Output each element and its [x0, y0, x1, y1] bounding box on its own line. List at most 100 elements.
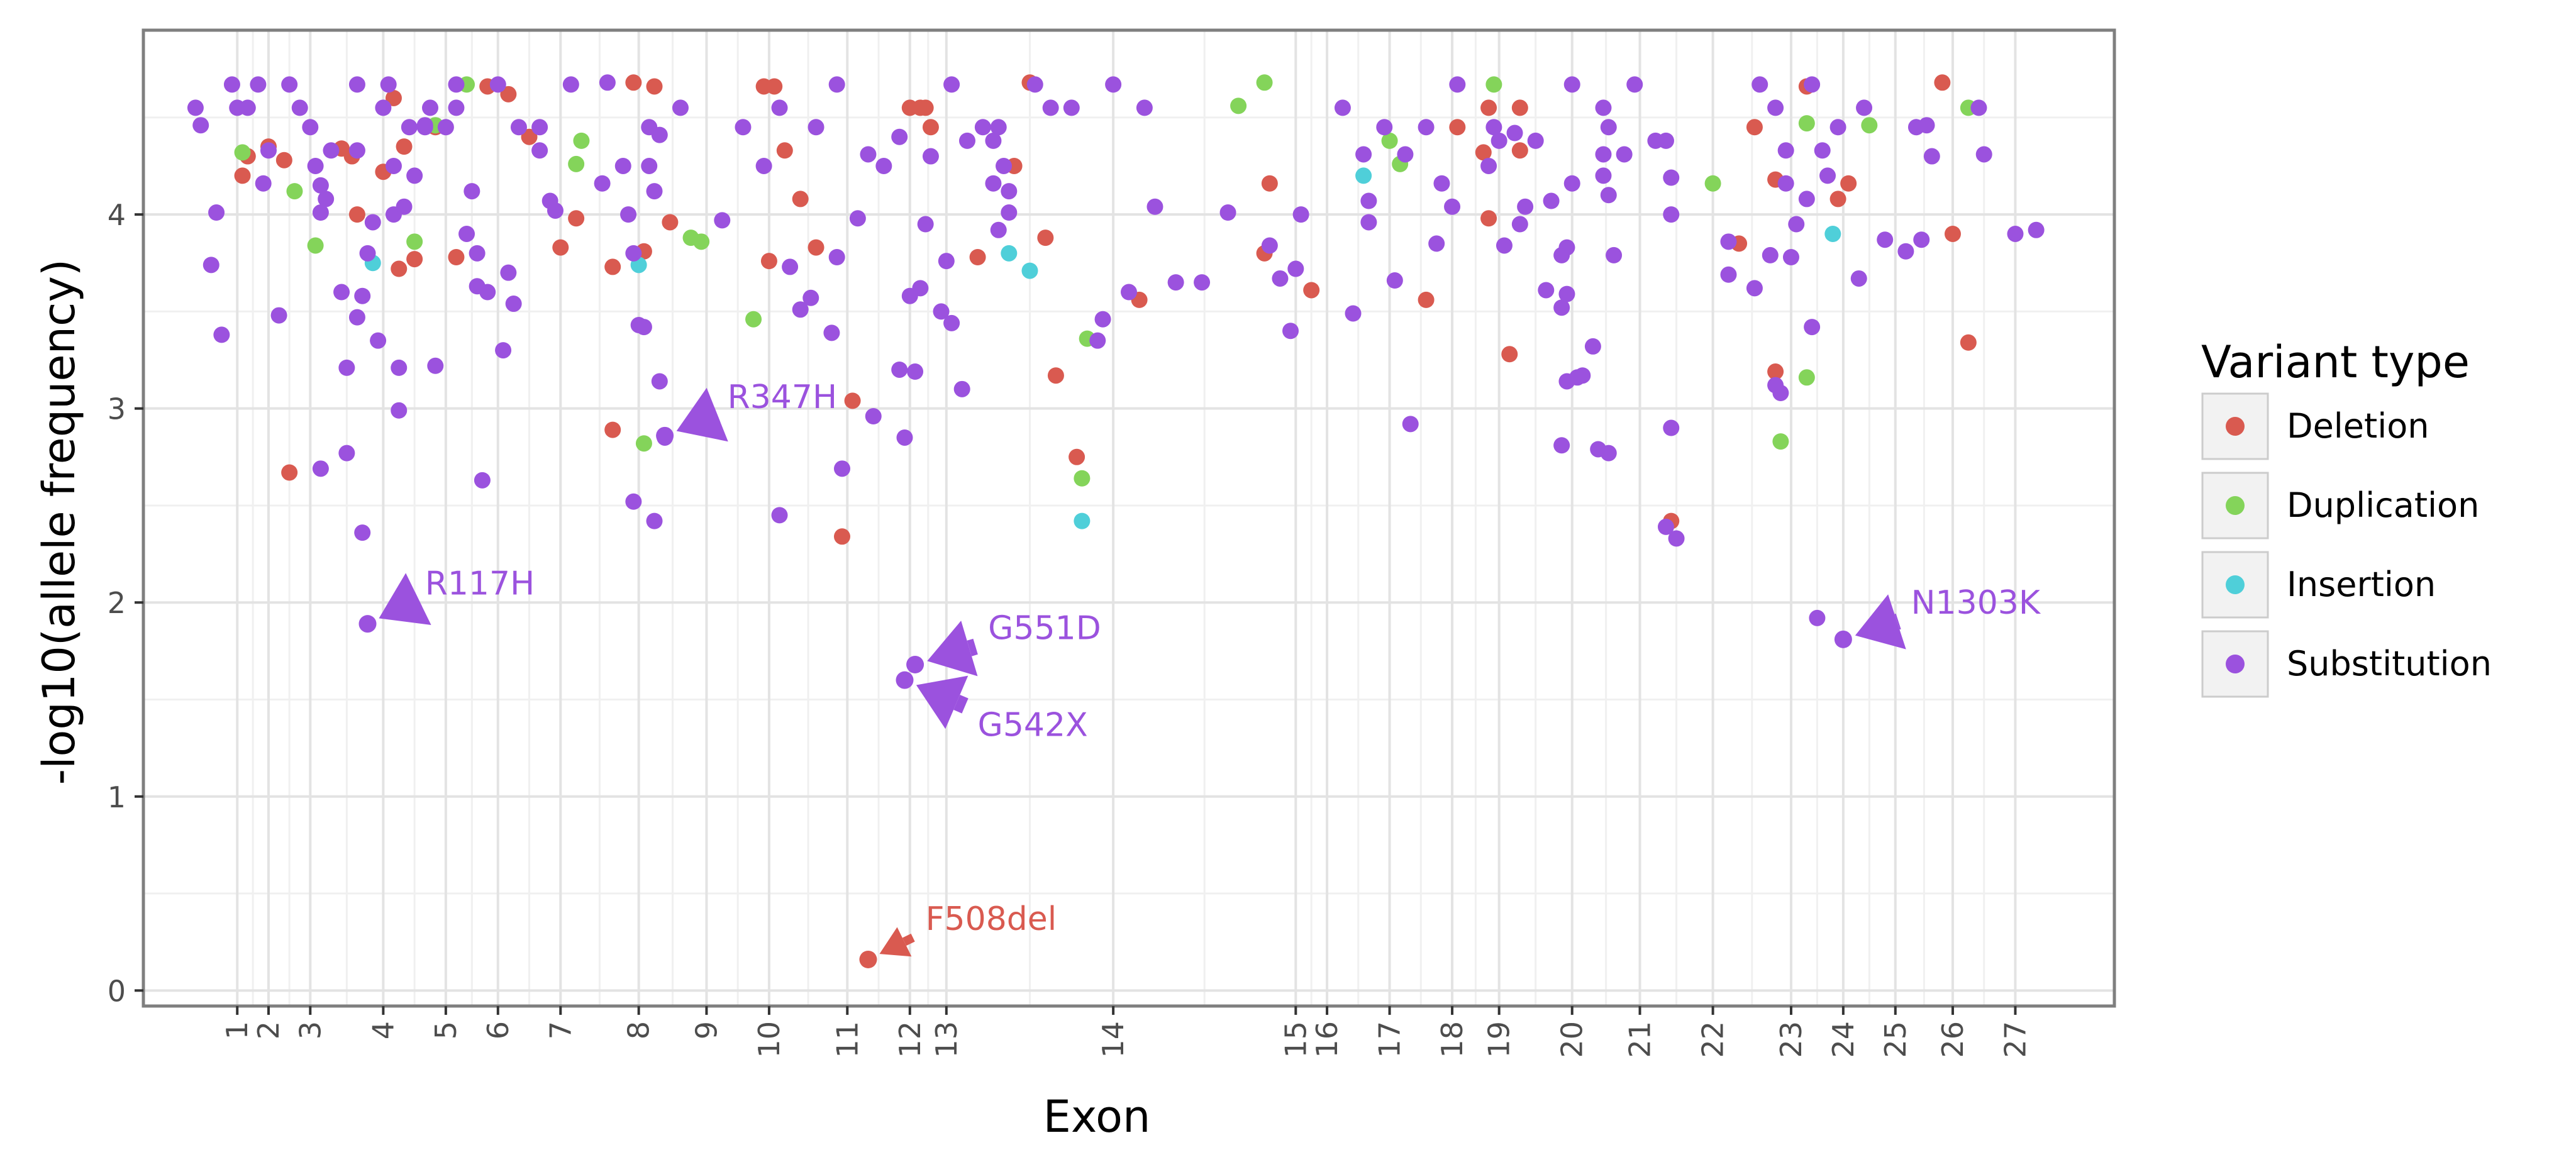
legend: Variant type Deletion Duplication Insertio… — [2201, 336, 2492, 698]
data-point-substitution — [808, 119, 824, 136]
data-point-insertion — [1355, 167, 1372, 184]
data-point-substitution — [990, 221, 1007, 238]
data-point-deletion — [385, 89, 402, 106]
data-point-substitution — [1360, 214, 1377, 231]
data-point-duplication — [1772, 433, 1789, 450]
data-point-substitution — [1292, 206, 1309, 223]
data-point-substitution — [1428, 235, 1445, 252]
data-point-substitution — [1657, 518, 1674, 535]
x-tick-label: 19 — [1482, 1021, 1516, 1058]
data-point-deletion — [1480, 210, 1497, 227]
data-point-substitution — [1663, 419, 1680, 436]
data-point-substitution — [792, 301, 809, 318]
data-point-substitution — [489, 76, 506, 93]
data-point-substitution — [1287, 260, 1304, 277]
data-point-substitution — [495, 342, 512, 359]
data-point-substitution — [891, 361, 908, 378]
data-point-substitution — [1558, 373, 1575, 390]
data-point-substitution — [1600, 187, 1617, 204]
data-point-deletion — [1261, 175, 1278, 192]
annotation-arrowhead — [879, 927, 912, 957]
data-point-substitution — [464, 183, 480, 200]
data-point-deletion — [1511, 99, 1528, 116]
data-point-substitution — [348, 309, 365, 326]
data-point-substitution — [1042, 99, 1059, 116]
annotation-arrow — [967, 638, 978, 656]
data-point-substitution — [1418, 119, 1435, 136]
data-point-deletion — [1840, 175, 1857, 192]
data-point-substitution — [672, 99, 689, 116]
data-point-substitution — [1063, 99, 1080, 116]
legend-label-deletion: Deletion — [2287, 406, 2429, 446]
data-point-substitution — [1970, 99, 1987, 116]
data-point-substitution — [1788, 216, 1805, 233]
data-point-substitution — [1856, 99, 1873, 116]
x-tick-label: 13 — [930, 1021, 963, 1058]
data-point-substitution — [437, 119, 454, 136]
data-point-deletion — [406, 251, 423, 268]
y-axis-title: -log10(allele frequency) — [33, 259, 85, 785]
data-point-substitution — [1809, 609, 1826, 626]
data-point-substitution — [625, 493, 642, 510]
data-point-substitution — [1850, 270, 1867, 287]
annotation-label: F508del — [926, 900, 1057, 938]
data-point-substitution — [1595, 99, 1612, 116]
x-tick-label: 9 — [689, 1021, 723, 1039]
data-point-substitution — [2007, 225, 2024, 242]
annotated-point — [896, 671, 914, 689]
data-point-substitution — [1767, 99, 1784, 116]
data-point-substitution — [479, 284, 496, 301]
data-point-duplication — [573, 132, 590, 149]
legend-label-duplication: Duplication — [2287, 485, 2479, 525]
data-point-duplication — [693, 233, 710, 250]
data-point-deletion — [1037, 230, 1054, 246]
data-point-substitution — [594, 175, 611, 192]
data-point-substitution — [771, 99, 788, 116]
data-point-substitution — [401, 119, 418, 136]
data-point-substitution — [1194, 274, 1211, 291]
y-tick-label: 2 — [108, 586, 126, 620]
data-point-substitution — [1538, 282, 1555, 299]
data-point-substitution — [1600, 445, 1617, 462]
data-point-substitution — [1804, 76, 1821, 93]
data-point-substitution — [1089, 332, 1106, 349]
data-point-duplication — [406, 233, 423, 250]
data-point-substitution — [996, 157, 1013, 174]
data-point-substitution — [917, 216, 934, 233]
data-point-substitution — [1563, 76, 1580, 93]
x-tick-label: 2 — [252, 1021, 286, 1039]
data-point-insertion — [1001, 245, 1018, 262]
data-point-substitution — [912, 280, 929, 297]
data-point-substitution — [531, 142, 548, 159]
data-point-substitution — [1777, 175, 1794, 192]
y-tick-label: 0 — [108, 974, 126, 1008]
data-point-substitution — [1334, 99, 1351, 116]
data-point-duplication — [1381, 132, 1398, 149]
data-point-substitution — [323, 142, 340, 159]
annotation-arrowhead — [379, 573, 431, 625]
data-point-substitution — [620, 206, 637, 223]
data-point-deletion — [552, 239, 569, 256]
data-point-duplication — [745, 311, 762, 328]
data-point-substitution — [1553, 437, 1570, 454]
annotation-arrowhead — [927, 621, 978, 677]
annotation-label: G542X — [978, 707, 1088, 744]
x-tick-label: 22 — [1696, 1021, 1730, 1058]
data-point-substitution — [250, 76, 267, 93]
data-point-substitution — [338, 359, 355, 376]
data-point-duplication — [1485, 76, 1502, 93]
data-point-substitution — [860, 146, 877, 163]
data-point-substitution — [943, 314, 960, 331]
data-point-substitution — [922, 148, 939, 165]
data-point-deletion — [1418, 291, 1435, 308]
data-point-duplication — [286, 183, 303, 200]
data-point-substitution — [406, 167, 423, 184]
grid-lines — [143, 30, 2114, 1006]
data-point-substitution — [1877, 231, 1894, 248]
data-point-substitution — [1913, 231, 1930, 248]
data-point-deletion — [1767, 363, 1784, 380]
data-point-substitution — [958, 132, 975, 149]
data-point-deletion — [275, 152, 292, 169]
data-point-substitution — [1402, 416, 1419, 433]
data-point-substitution — [391, 359, 408, 376]
